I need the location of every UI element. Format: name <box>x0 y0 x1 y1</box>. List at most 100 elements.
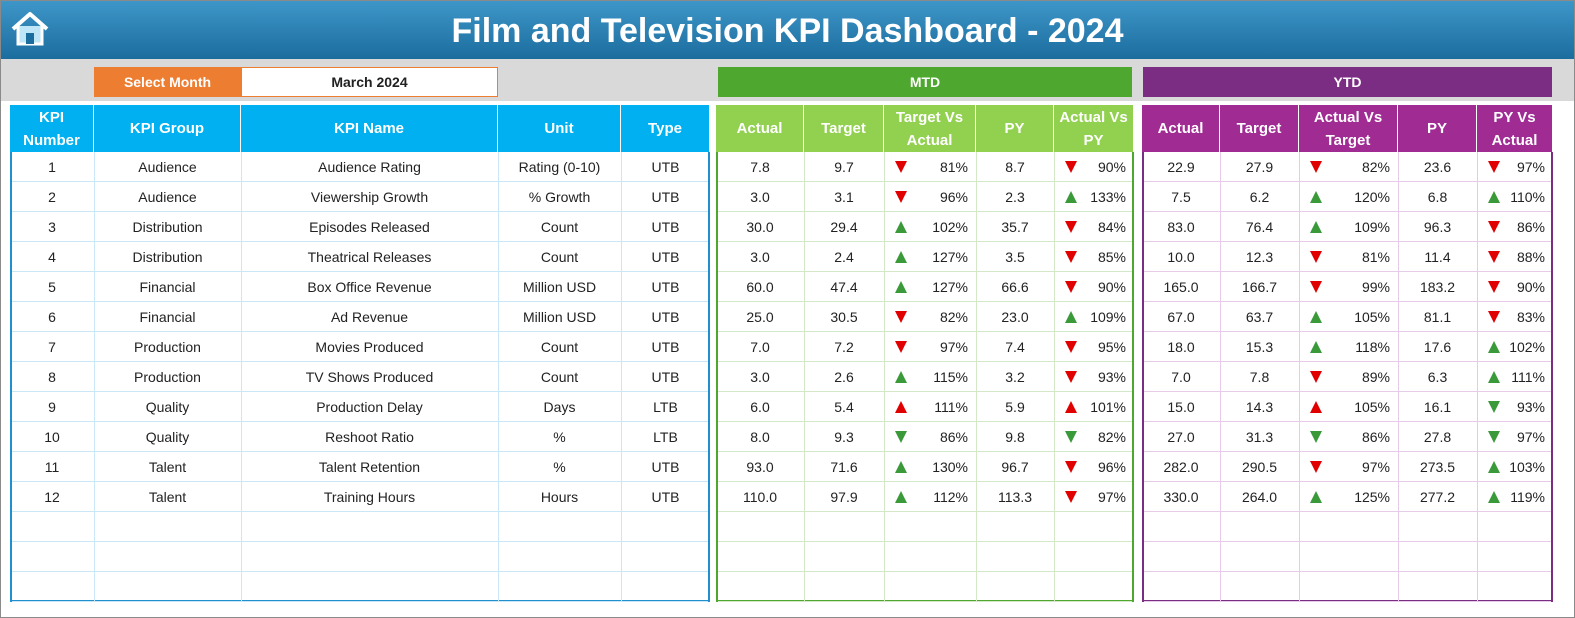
row-line <box>1144 211 1551 212</box>
arrow-down <box>895 161 907 173</box>
column-header: Actual Vs PY <box>1054 105 1134 152</box>
row-line <box>12 331 708 332</box>
cell-value: 183.2 <box>1419 279 1456 295</box>
cell-value: Audience <box>138 159 197 175</box>
cell-value: Count <box>540 219 579 235</box>
cell-value: 96.7 <box>1001 459 1029 475</box>
arrow-down <box>1065 221 1077 233</box>
percent: 84% <box>1097 219 1126 235</box>
percent: 115% <box>933 369 968 385</box>
percent: 130% <box>932 459 968 475</box>
cell-value: 7.8 <box>750 159 770 175</box>
arrow-down <box>1488 431 1500 443</box>
title-bar: Film and Television KPI Dashboard - 2024 <box>1 1 1574 59</box>
percent: 81% <box>939 159 968 175</box>
arrow-down <box>1310 161 1322 173</box>
cell-value: 3.2 <box>1005 369 1025 385</box>
percent: 97% <box>1361 459 1390 475</box>
cell-value: 8.7 <box>1005 159 1025 175</box>
month-select[interactable]: March 2024 <box>241 67 498 97</box>
cell-value: Quality <box>145 399 190 415</box>
cell-value: 6.2 <box>1249 189 1270 205</box>
arrow-up <box>895 221 907 233</box>
cell-value: 3.0 <box>750 189 770 205</box>
percent: 127% <box>932 279 968 295</box>
cell-value: 9.8 <box>1005 429 1025 445</box>
row-line <box>1144 571 1551 572</box>
arrow-up <box>1488 341 1500 353</box>
arrow-up <box>1310 401 1322 413</box>
cell-value: Talent <box>148 459 187 475</box>
cell-value: 7.2 <box>834 339 854 355</box>
row-line <box>718 511 1132 512</box>
row-line <box>12 571 708 572</box>
cell-value: Audience <box>138 189 197 205</box>
cell-value: 47.4 <box>830 279 858 295</box>
arrow-down <box>1065 461 1077 473</box>
row-line <box>718 391 1132 392</box>
cell-value: 165.0 <box>1163 279 1199 295</box>
row-line <box>1144 391 1551 392</box>
percent: 133% <box>1090 189 1126 205</box>
percent: 127% <box>932 249 968 265</box>
cell-value: 23.6 <box>1423 159 1452 175</box>
cell-value: 25.0 <box>746 309 774 325</box>
col-line <box>1299 152 1300 602</box>
percent: 86% <box>1516 219 1545 235</box>
cell-value: 14.3 <box>1245 399 1274 415</box>
cell-value: 9 <box>48 399 56 415</box>
percent: 119% <box>1510 489 1545 505</box>
cell-value: 35.7 <box>1001 219 1029 235</box>
column-header: PY <box>976 105 1054 152</box>
cell-value: 27.0 <box>1167 429 1195 445</box>
cell-value: 1 <box>48 159 56 175</box>
cell-value: 3.0 <box>750 369 770 385</box>
percent: 82% <box>1097 429 1126 445</box>
percent: 95% <box>1097 339 1126 355</box>
cell-value: 8 <box>48 369 56 385</box>
column-header: Target <box>804 105 884 152</box>
row-line <box>1144 181 1551 182</box>
percent: 86% <box>1361 429 1390 445</box>
arrow-down <box>1065 491 1077 503</box>
home-icon[interactable] <box>9 9 51 49</box>
percent: 101% <box>1090 399 1126 415</box>
row-line <box>718 421 1132 422</box>
arrow-up <box>1310 341 1322 353</box>
cell-value: 63.7 <box>1245 309 1274 325</box>
cell-value: 17.6 <box>1423 339 1452 355</box>
arrow-up <box>895 371 907 383</box>
cell-value: 113.3 <box>998 489 1032 505</box>
cell-value: Count <box>540 249 579 265</box>
percent: 89% <box>1361 369 1390 385</box>
cell-value: UTB <box>651 279 680 295</box>
cell-value: 6.0 <box>750 399 770 415</box>
cell-value: Financial <box>139 279 196 295</box>
row-line <box>718 271 1132 272</box>
row-line <box>1144 301 1551 302</box>
cell-value: Box Office Revenue <box>307 279 432 295</box>
arrow-down <box>1488 401 1500 413</box>
row-line <box>12 301 708 302</box>
arrow-up <box>895 251 907 263</box>
cell-value: UTB <box>651 369 680 385</box>
cell-value: Audience Rating <box>318 159 421 175</box>
cell-value: Reshoot Ratio <box>325 429 414 445</box>
percent: 118% <box>1355 339 1390 355</box>
arrow-down <box>1065 251 1077 263</box>
cell-value: Theatrical Releases <box>307 249 432 265</box>
cell-value: 2 <box>48 189 56 205</box>
cell-value: 66.6 <box>1001 279 1029 295</box>
cell-value: Episodes Released <box>309 219 430 235</box>
cell-value: 9.3 <box>834 429 854 445</box>
cell-value: 30.5 <box>830 309 858 325</box>
percent: 93% <box>1516 399 1545 415</box>
col-line <box>498 152 499 602</box>
cell-value: 166.7 <box>1241 279 1278 295</box>
cell-value: 5.4 <box>834 399 854 415</box>
cell-value: Viewership Growth <box>310 189 429 205</box>
cell-value: 7.0 <box>750 339 770 355</box>
cell-value: 3.0 <box>750 249 770 265</box>
row-line <box>1144 511 1551 512</box>
row-line <box>1144 361 1551 362</box>
